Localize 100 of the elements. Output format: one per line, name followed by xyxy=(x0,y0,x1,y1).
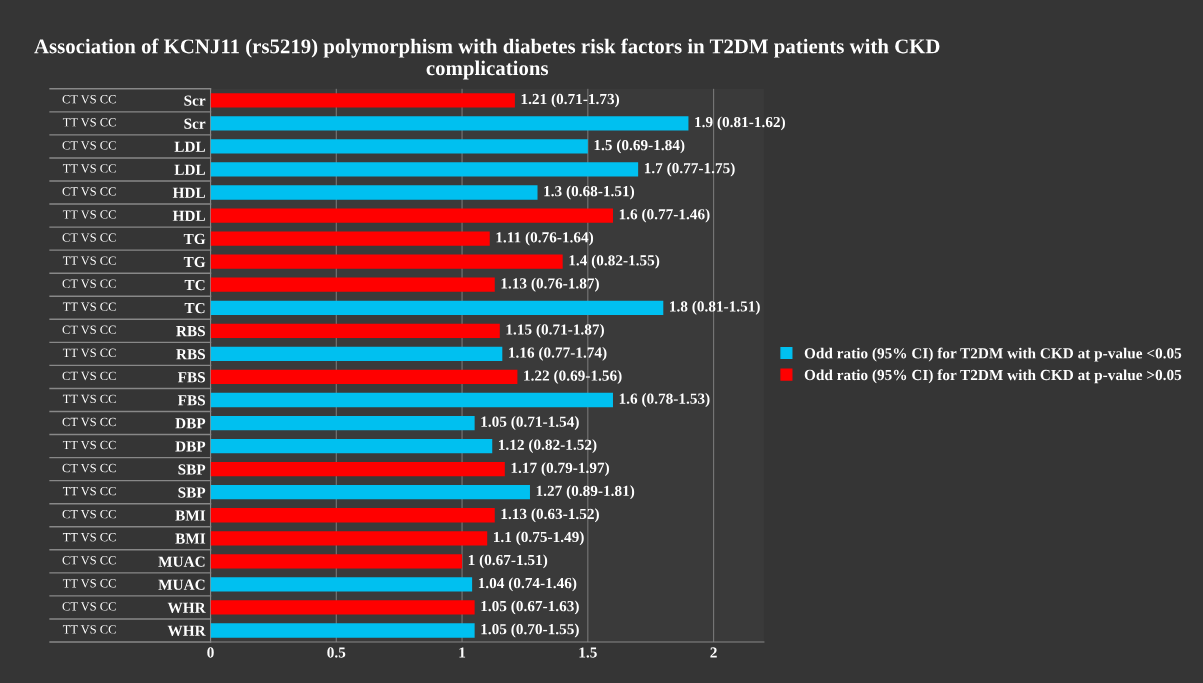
bar xyxy=(210,577,473,592)
text: TT VS CC xyxy=(62,625,116,634)
y-tick-label: SBP xyxy=(178,487,206,498)
bar xyxy=(210,323,500,338)
text: TT VS CC xyxy=(62,486,116,496)
text: TT VS CC xyxy=(62,302,116,311)
chart-title: Association of KCNJ11 (rs5219) polymorphism with diabetes risk factors in T2DM patients with CKD complications xyxy=(34,38,940,80)
text: CT VS CC xyxy=(62,141,116,150)
bar xyxy=(210,485,530,500)
bar xyxy=(210,93,515,108)
data-label: 1.13 (0.76-1.87) xyxy=(501,277,599,292)
y-tick-label: TG xyxy=(183,256,206,268)
text: CT VS CC xyxy=(62,556,116,565)
text: CT VS CC xyxy=(62,463,116,473)
y-tick-label: BMI xyxy=(175,510,206,521)
text: TT VS CC xyxy=(62,440,116,450)
data-label: 1.21 (0.71-1.73) xyxy=(521,93,620,108)
y-tick-label: MUAC xyxy=(158,556,205,567)
y-tick-label: Scr xyxy=(184,118,206,129)
data-label: 1.05 (0.70-1.55) xyxy=(481,623,579,638)
data-label: 1.1 (0.75-1.49) xyxy=(494,531,584,546)
y-tick-label: RBS xyxy=(176,326,206,337)
bar xyxy=(210,600,475,615)
text: TT VS CC xyxy=(62,118,116,127)
data-label: 1 (0.67-1.51) xyxy=(468,554,548,569)
bar xyxy=(210,231,490,246)
bar xyxy=(210,116,689,131)
bar xyxy=(210,554,463,569)
text: TT VS CC xyxy=(62,394,116,404)
data-label: 1.8 (0.81-1.51) xyxy=(670,300,760,315)
bar xyxy=(210,254,563,269)
bar xyxy=(210,392,613,408)
x-tick-label: 0 xyxy=(207,647,214,658)
data-label: 1.15 (0.71-1.87) xyxy=(506,323,604,338)
bar xyxy=(210,162,639,177)
text: CT VS CC xyxy=(62,279,116,288)
data-label: 1.22 (0.69-1.56) xyxy=(524,370,622,384)
data-label: 1.6 (0.77-1.46) xyxy=(619,208,710,223)
data-label: 1.05 (0.71-1.54) xyxy=(481,416,579,430)
y-tick-label: FBS xyxy=(177,372,206,383)
y-tick-label: TC xyxy=(184,279,205,291)
text: CT VS CC xyxy=(62,417,116,427)
legend-label: Odd ratio (95% CI) for T2DM with CKD at p-value <0.05 xyxy=(804,347,1182,362)
text: CT VS CC xyxy=(62,602,116,611)
data-label: 1.04 (0.74-1.46) xyxy=(478,577,577,592)
bar xyxy=(210,300,664,315)
data-label: 1.7 (0.77-1.75) xyxy=(644,162,735,177)
y-tick-label: SBP xyxy=(178,464,206,475)
bar xyxy=(210,461,505,477)
y-tick-label: TC xyxy=(184,302,205,314)
data-label: 1.5 (0.69-1.84) xyxy=(594,139,685,154)
y-tick-label: WHR xyxy=(167,625,206,637)
y-tick-label: HDL xyxy=(172,210,206,221)
x-tick-label: 1 xyxy=(459,647,466,658)
data-label: 1.3 (0.68-1.51) xyxy=(544,185,635,200)
bar xyxy=(210,623,475,638)
text: CT VS CC xyxy=(62,233,116,242)
bar xyxy=(210,508,495,523)
y-tick-label: DBP xyxy=(175,418,206,429)
x-tick-label: 2 xyxy=(710,647,717,658)
data-label: 1.17 (0.79-1.97) xyxy=(511,462,609,477)
bar xyxy=(210,438,493,454)
text: CT VS CC xyxy=(62,371,116,381)
data-label: 1.27 (0.89-1.81) xyxy=(536,485,635,500)
x-tick-label: 1.5 xyxy=(579,647,597,658)
bar xyxy=(210,139,588,154)
y-tick-label: LDL xyxy=(174,141,206,152)
text: CT VS CC xyxy=(62,509,116,519)
y-tick-label: WHR xyxy=(167,602,206,613)
text: TT VS CC xyxy=(62,579,116,588)
text: TT VS CC xyxy=(62,256,116,265)
legend-label: Odd ratio (95% CI) for T2DM with CKD at p-value >0.05 xyxy=(804,369,1182,384)
data-label: 1.6 (0.78-1.53) xyxy=(619,393,710,407)
bar xyxy=(210,208,613,223)
bar xyxy=(210,185,538,200)
y-tick-label: TG xyxy=(183,233,206,245)
y-tick-label: RBS xyxy=(176,349,206,360)
y-tick-label: MUAC xyxy=(158,579,205,590)
text: TT VS CC xyxy=(62,348,116,358)
x-tick-label: 0.5 xyxy=(327,647,346,658)
bar xyxy=(210,531,488,546)
text: CT VS CC xyxy=(62,95,116,104)
y-tick-label: LDL xyxy=(174,164,206,175)
text: CT VS CC xyxy=(62,187,116,196)
text: TT VS CC xyxy=(62,210,116,219)
y-tick-label: FBS xyxy=(177,395,206,406)
data-label: 1.12 (0.82-1.52) xyxy=(499,439,597,454)
data-label: 1.13 (0.63-1.52) xyxy=(501,508,599,523)
bar xyxy=(210,415,475,431)
bar xyxy=(210,346,503,362)
y-tick-label: HDL xyxy=(172,187,206,198)
data-label: 1.05 (0.67-1.63) xyxy=(481,600,579,615)
data-label: 1.4 (0.82-1.55) xyxy=(569,254,660,269)
data-label: 1.9 (0.81-1.62) xyxy=(695,116,785,131)
bar xyxy=(210,369,518,385)
y-tick-label: Scr xyxy=(184,95,206,106)
y-tick-label: DBP xyxy=(175,441,206,452)
bar xyxy=(210,277,495,292)
data-label: 1.11 (0.76-1.64) xyxy=(496,231,594,246)
text: TT VS CC xyxy=(62,533,116,542)
